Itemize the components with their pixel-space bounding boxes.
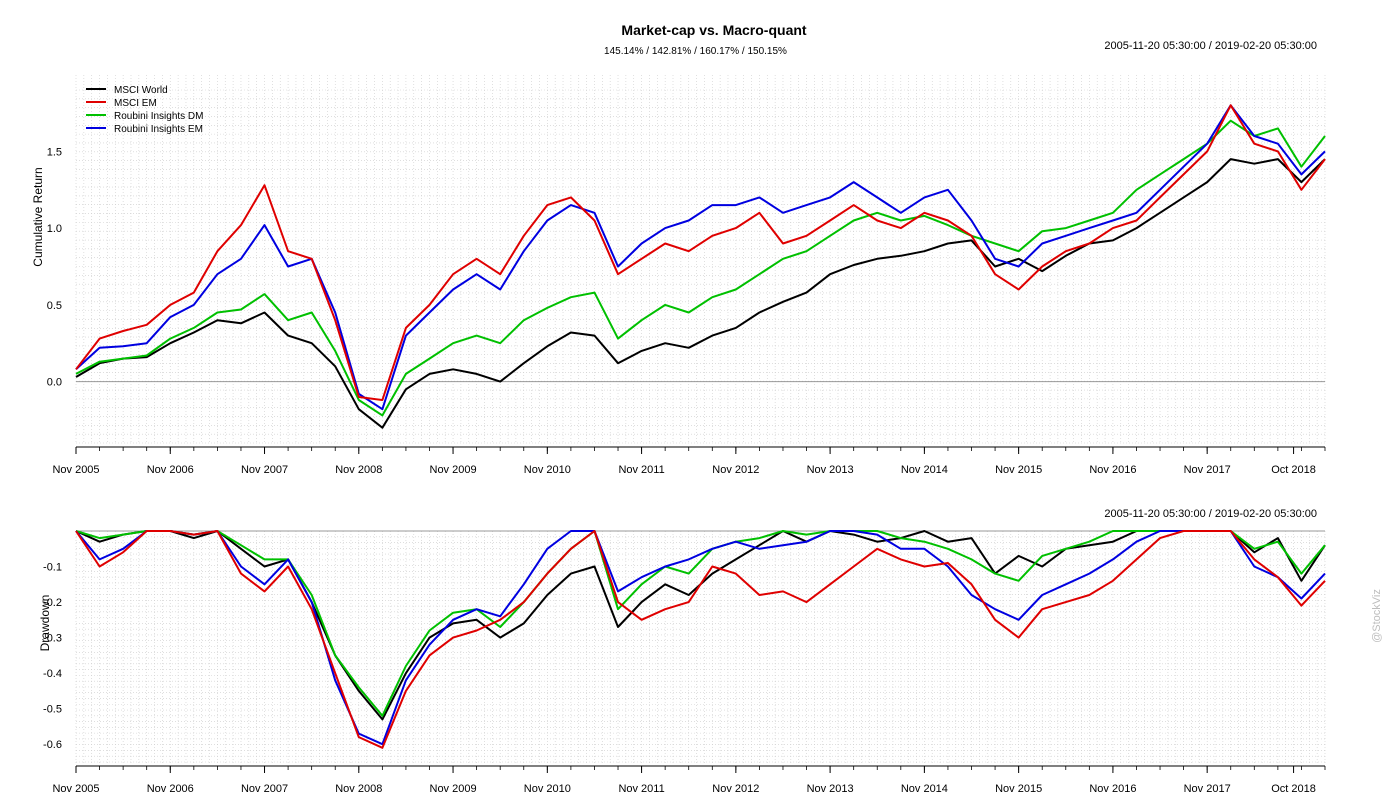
drawdown-panel: Nov 2005 Nov 2006 Nov 2007 Nov 2008 Nov 2009… xyxy=(43,530,1326,795)
date-range-top: 2005-11-20 05:30:00 / 2019-02-20 05:30:0… xyxy=(1104,40,1317,52)
x-tick-label: Nov 2005 xyxy=(52,464,99,476)
y-tick-label: -0.1 xyxy=(43,562,62,574)
x-tick-label: Nov 2010 xyxy=(524,783,571,795)
series-line-msci-world xyxy=(75,158,1326,429)
y-ticks: 0.0 0.5 1.0 1.5 xyxy=(47,146,62,388)
vertical-grid xyxy=(75,75,1326,443)
legend-item-msci-em: MSCI EM xyxy=(86,98,157,109)
x-tick-label: Oct 2018 xyxy=(1271,783,1316,795)
y-tick-label: -0.5 xyxy=(43,704,62,716)
x-tick-label: Nov 2010 xyxy=(524,464,571,476)
x-tick-label: Nov 2009 xyxy=(430,783,477,795)
legend-label: MSCI World xyxy=(114,85,168,96)
x-tick-label: Nov 2007 xyxy=(241,464,288,476)
x-tick-label: Nov 2009 xyxy=(430,464,477,476)
series-line-msci-em xyxy=(75,104,1326,401)
x-tick-label: Nov 2015 xyxy=(995,783,1042,795)
x-tick-label: Nov 2008 xyxy=(335,783,382,795)
series-line-roubini-insights-dm xyxy=(75,530,1326,717)
x-tick-label: Nov 2005 xyxy=(52,783,99,795)
legend-label: MSCI EM xyxy=(114,98,157,109)
y-tick-label: -0.4 xyxy=(43,668,62,680)
y-tick-label: -0.2 xyxy=(43,597,62,609)
series-line-roubini-insights-em xyxy=(75,104,1326,411)
legend-item-roubini-insights-dm: Roubini Insights DM xyxy=(86,111,203,122)
legend-item-msci-world: MSCI World xyxy=(86,85,168,96)
y-tick-label: -0.6 xyxy=(43,739,62,751)
y-tick-label: 1.0 xyxy=(47,223,62,235)
horizontal-grid xyxy=(76,89,1325,444)
y-tick-label: 0.0 xyxy=(47,377,62,389)
x-tick-label: Nov 2016 xyxy=(1089,464,1136,476)
x-tick-label: Nov 2007 xyxy=(241,783,288,795)
y-tick-label: 0.5 xyxy=(47,300,62,312)
x-tick-label: Nov 2017 xyxy=(1184,783,1231,795)
x-tick-label: Nov 2013 xyxy=(807,464,854,476)
x-tick-label: Nov 2012 xyxy=(712,464,759,476)
x-tick-label: Nov 2006 xyxy=(147,464,194,476)
x-tick-label: Nov 2013 xyxy=(807,783,854,795)
x-ticks: Nov 2005 Nov 2006 Nov 2007 Nov 2008 Nov 2009… xyxy=(52,447,1326,476)
legend: MSCI World MSCI EM Roubini Insights DM Roub… xyxy=(86,85,203,135)
x-tick-label: Nov 2017 xyxy=(1184,464,1231,476)
legend-label: Roubini Insights EM xyxy=(114,124,203,135)
x-tick-label: Nov 2006 xyxy=(147,783,194,795)
legend-item-roubini-insights-em: Roubini Insights EM xyxy=(86,124,203,135)
series-line-roubini-insights-em xyxy=(75,530,1326,746)
x-ticks: Nov 2005 Nov 2006 Nov 2007 Nov 2008 Nov 2009… xyxy=(52,766,1326,795)
chart-title: Market-cap vs. Macro-quant xyxy=(621,22,807,38)
y-ticks: -0.1 -0.2 -0.3 -0.4 -0.5 -0.6 xyxy=(43,562,62,752)
x-tick-label: Nov 2008 xyxy=(335,464,382,476)
y-tick-label: -0.3 xyxy=(43,633,62,645)
y-tick-label: 1.5 xyxy=(47,146,62,158)
x-tick-label: Nov 2014 xyxy=(901,783,948,795)
series-line-roubini-insights-dm xyxy=(75,119,1326,417)
date-range-bottom: 2005-11-20 05:30:00 / 2019-02-20 05:30:0… xyxy=(1104,508,1317,520)
x-tick-label: Nov 2015 xyxy=(995,464,1042,476)
chart-subtitle: 145.14% / 142.81% / 160.17% / 150.15% xyxy=(604,46,787,57)
x-tick-label: Oct 2018 xyxy=(1271,464,1316,476)
x-tick-label: Nov 2014 xyxy=(901,464,948,476)
cumulative-return-panel: Nov 2005 Nov 2006 Nov 2007 Nov 2008 Nov 2009… xyxy=(47,75,1326,476)
x-tick-label: Nov 2011 xyxy=(618,464,664,476)
legend-label: Roubini Insights DM xyxy=(114,111,203,122)
horizontal-grid xyxy=(76,530,1325,763)
x-tick-label: Nov 2011 xyxy=(618,783,664,795)
series-line-msci-em xyxy=(75,530,1326,749)
x-tick-label: Nov 2012 xyxy=(712,783,759,795)
x-tick-label: Nov 2016 xyxy=(1089,783,1136,795)
